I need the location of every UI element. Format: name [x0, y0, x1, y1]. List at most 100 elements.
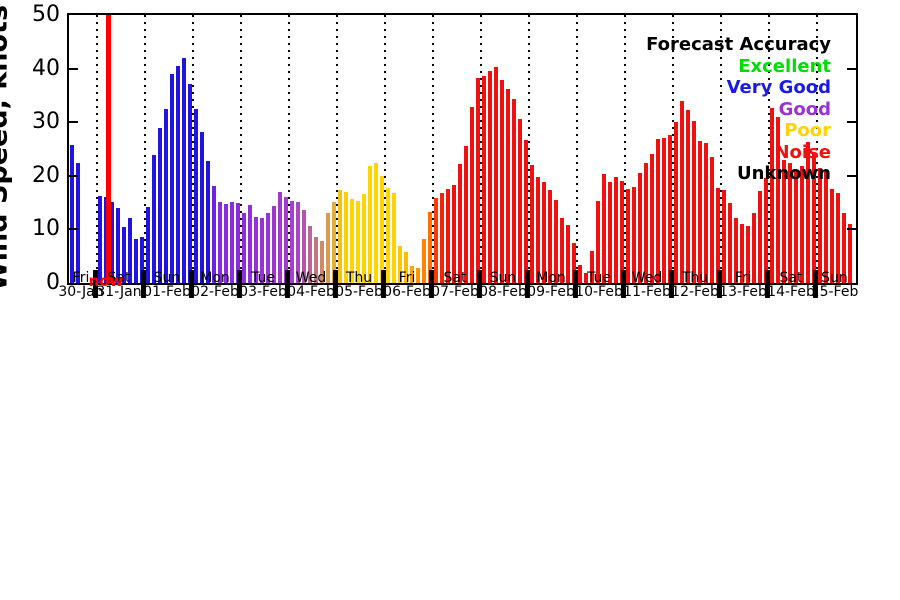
day-label: Thu 12-Feb	[660, 271, 730, 299]
day-boundary-gridline	[432, 15, 434, 283]
day-name: Thu	[681, 270, 709, 286]
legend-title: Forecast Accuracy	[646, 34, 831, 55]
bar	[452, 185, 456, 283]
bar	[782, 160, 786, 283]
day-label: Sun 01-Feb	[132, 271, 202, 299]
bar	[836, 193, 840, 283]
bar	[542, 182, 546, 283]
bar	[590, 251, 594, 283]
bar	[296, 202, 300, 283]
bar	[512, 99, 516, 283]
legend-entry: Excellent	[738, 55, 831, 77]
day-label: Wed 04-Feb	[276, 271, 346, 299]
day-date: 03-Feb	[239, 284, 287, 300]
day-boundary-gridline	[720, 15, 722, 283]
day-date: 08-Feb	[479, 284, 527, 300]
day-label: Tue 03-Feb	[228, 271, 298, 299]
legend-entry: Noise	[774, 141, 831, 163]
bar	[332, 202, 336, 283]
day-name: Fri	[398, 270, 416, 286]
bar	[518, 119, 522, 283]
bar	[470, 107, 474, 283]
bar	[578, 265, 582, 283]
day-label: Mon 02-Feb	[180, 271, 250, 299]
bar	[458, 164, 462, 283]
day-boundary-gridline	[816, 15, 818, 283]
bar	[638, 173, 642, 283]
bar	[146, 207, 150, 283]
y-tick-label: 20	[32, 162, 60, 188]
y-tick-label: 0	[46, 270, 60, 295]
day-boundary-tick	[765, 270, 770, 298]
y-tick-label: 30	[32, 109, 60, 135]
day-boundary-gridline	[624, 15, 626, 283]
y-tick-right	[847, 174, 856, 177]
bar	[164, 109, 168, 283]
day-boundary-tick	[381, 270, 386, 298]
day-date: 10-Feb	[575, 284, 623, 300]
bar	[464, 146, 468, 283]
bar	[362, 194, 366, 283]
bar	[188, 84, 192, 283]
bar	[278, 192, 282, 283]
y-tick-left	[69, 228, 78, 231]
bar	[326, 213, 330, 283]
bar	[236, 203, 240, 283]
bar	[410, 266, 414, 283]
bar	[488, 71, 492, 283]
y-tick-left	[69, 174, 78, 177]
bar	[260, 218, 264, 283]
bar	[140, 237, 144, 283]
day-boundary-gridline	[384, 15, 386, 283]
day-boundary-tick	[717, 270, 722, 298]
legend-entry: Very Good	[726, 77, 831, 98]
bar	[176, 66, 180, 283]
bar	[530, 165, 534, 283]
day-boundary-gridline	[672, 15, 674, 283]
bar	[584, 273, 588, 283]
day-label: Sat 07-Feb	[420, 271, 490, 299]
day-boundary-gridline	[240, 15, 242, 283]
bar	[560, 218, 564, 283]
bar	[848, 224, 852, 283]
bar	[218, 202, 222, 283]
bar	[158, 128, 162, 283]
bar	[572, 243, 576, 283]
bar	[824, 170, 828, 283]
bar	[764, 178, 768, 283]
bar	[98, 196, 102, 283]
plot-area: Forecast Accuracy Excellent Very Good Good…	[67, 13, 858, 285]
day-label: Wed 11-Feb	[612, 271, 682, 299]
bar	[356, 201, 360, 283]
bar	[344, 192, 348, 283]
day-date: 09-Feb	[527, 284, 575, 300]
day-boundary-tick	[669, 270, 674, 298]
day-boundary-tick	[285, 270, 290, 298]
day-label: Tue 10-Feb	[564, 271, 634, 299]
day-label: Sun 15-Feb	[800, 271, 870, 299]
bar	[194, 109, 198, 283]
day-name: Mon	[536, 270, 566, 286]
legend-entry: Good	[778, 98, 831, 120]
bar	[386, 188, 390, 283]
bar	[632, 187, 636, 283]
bar	[692, 121, 696, 283]
bar	[746, 226, 750, 283]
bar	[152, 155, 156, 283]
day-date: 11-Feb	[623, 284, 671, 300]
bar	[302, 210, 306, 283]
bar	[70, 145, 74, 283]
day-name: Thu	[345, 270, 373, 286]
day-date: 02-Feb	[191, 284, 239, 300]
day-date: 06-Feb	[383, 284, 431, 300]
bar	[110, 202, 114, 283]
day-boundary-gridline	[192, 15, 194, 283]
bar	[404, 252, 408, 283]
day-boundary-gridline	[96, 15, 98, 283]
day-label: Fri 13-Feb	[708, 271, 778, 299]
day-label: Thu 05-Feb	[324, 271, 394, 299]
bar	[200, 132, 204, 283]
bar	[338, 190, 342, 283]
bar	[806, 142, 810, 283]
